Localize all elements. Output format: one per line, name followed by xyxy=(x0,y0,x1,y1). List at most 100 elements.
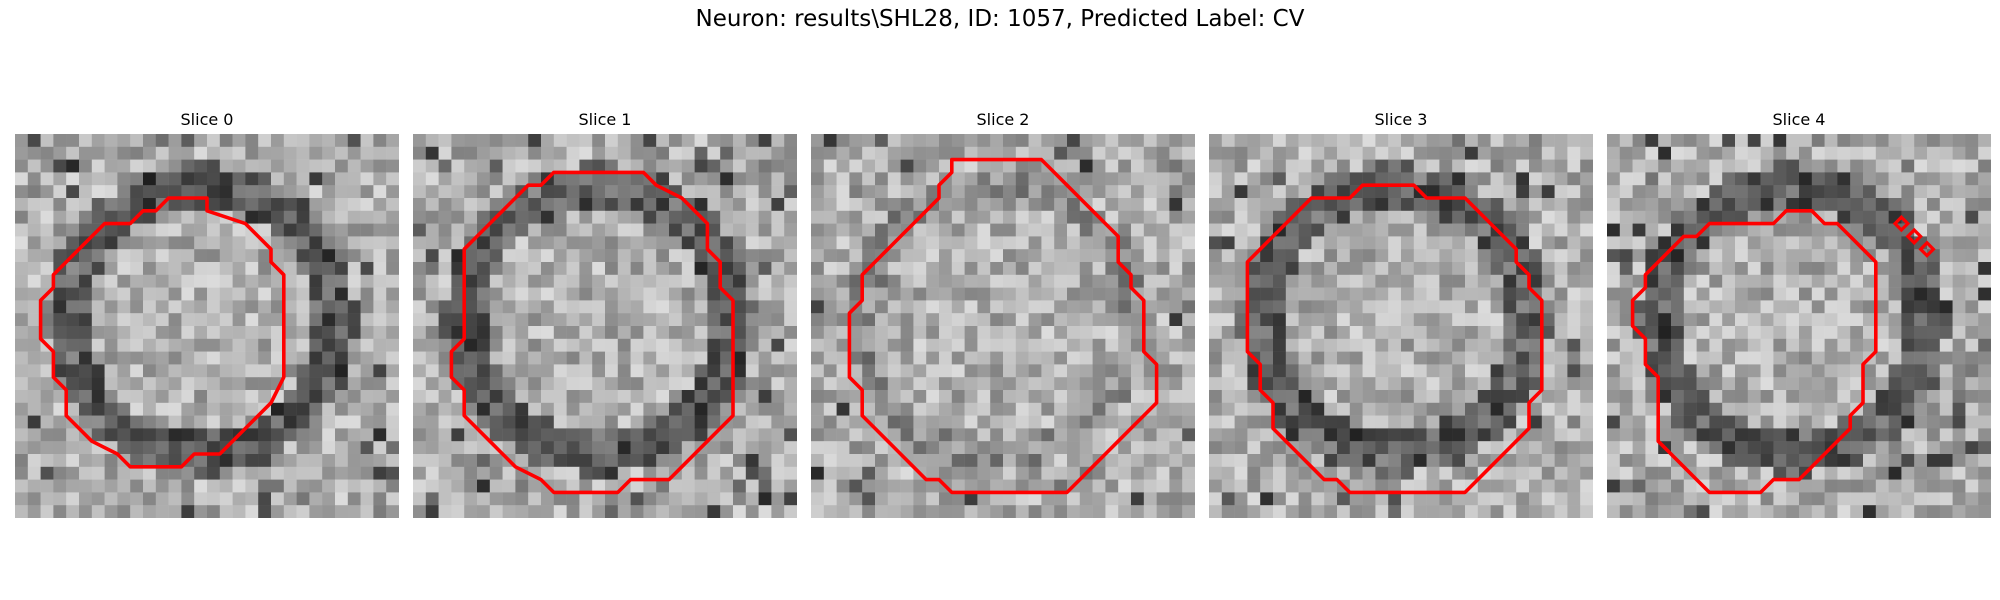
image-pixel xyxy=(1092,364,1106,378)
image-pixel xyxy=(1632,402,1646,416)
image-pixel xyxy=(811,466,825,480)
image-pixel xyxy=(771,466,785,480)
image-pixel xyxy=(758,415,772,429)
image-pixel xyxy=(1452,313,1466,327)
image-pixel xyxy=(862,326,876,340)
image-pixel xyxy=(1863,236,1877,250)
image-pixel xyxy=(1607,172,1621,186)
image-pixel xyxy=(425,505,439,518)
image-pixel xyxy=(1696,287,1710,301)
image-pixel xyxy=(1735,223,1749,237)
image-pixel xyxy=(1118,236,1132,250)
image-pixel xyxy=(1477,479,1491,493)
image-pixel xyxy=(1209,479,1223,493)
image-pixel xyxy=(1131,390,1145,404)
image-pixel xyxy=(1041,326,1055,340)
image-pixel xyxy=(1260,223,1274,237)
image-pixel xyxy=(913,172,927,186)
image-pixel xyxy=(1439,351,1453,365)
image-pixel xyxy=(926,454,940,468)
image-pixel xyxy=(875,287,889,301)
image-pixel xyxy=(1619,390,1633,404)
image-pixel xyxy=(1426,338,1440,352)
image-pixel xyxy=(1529,300,1543,314)
image-pixel xyxy=(694,428,708,442)
image-pixel xyxy=(1273,505,1287,518)
image-pixel xyxy=(117,249,131,263)
image-pixel xyxy=(194,326,208,340)
image-pixel xyxy=(1477,338,1491,352)
image-pixel xyxy=(977,428,991,442)
image-pixel xyxy=(1426,492,1440,506)
image-pixel xyxy=(130,351,144,365)
image-pixel xyxy=(528,313,542,327)
image-pixel xyxy=(245,262,259,276)
image-pixel xyxy=(1747,146,1761,160)
image-pixel xyxy=(386,236,399,250)
image-pixel xyxy=(1619,415,1633,429)
image-pixel xyxy=(1465,492,1479,506)
image-pixel xyxy=(566,274,580,288)
image-pixel xyxy=(720,210,734,224)
image-pixel xyxy=(605,249,619,263)
image-pixel xyxy=(1015,390,1029,404)
image-pixel xyxy=(913,223,927,237)
image-pixel xyxy=(1028,492,1042,506)
image-pixel xyxy=(515,198,529,212)
image-pixel xyxy=(1337,159,1351,173)
image-pixel xyxy=(745,146,759,160)
image-pixel xyxy=(1709,377,1723,391)
image-pixel xyxy=(1978,377,1991,391)
image-pixel xyxy=(1298,415,1312,429)
image-pixel xyxy=(1580,402,1593,416)
image-pixel xyxy=(1927,428,1941,442)
image-pixel xyxy=(1683,364,1697,378)
image-pixel xyxy=(40,390,54,404)
image-pixel xyxy=(1837,454,1851,468)
image-pixel xyxy=(1182,377,1195,391)
image-pixel xyxy=(1118,415,1132,429)
image-pixel xyxy=(566,492,580,506)
image-pixel xyxy=(758,338,772,352)
image-pixel xyxy=(1452,351,1466,365)
image-pixel xyxy=(91,505,105,518)
image-pixel xyxy=(643,505,657,518)
image-pixel xyxy=(53,223,67,237)
image-pixel xyxy=(1079,274,1093,288)
image-pixel xyxy=(1311,172,1325,186)
image-pixel xyxy=(104,249,118,263)
image-pixel xyxy=(1234,441,1248,455)
image-pixel xyxy=(104,492,118,506)
image-pixel xyxy=(707,300,721,314)
image-pixel xyxy=(104,198,118,212)
image-pixel xyxy=(553,428,567,442)
image-pixel xyxy=(1773,223,1787,237)
image-pixel xyxy=(283,198,297,212)
image-pixel xyxy=(502,223,516,237)
image-pixel xyxy=(1927,172,1941,186)
image-pixel xyxy=(1156,274,1170,288)
image-pixel xyxy=(79,313,93,327)
image-pixel xyxy=(502,210,516,224)
image-pixel xyxy=(1965,428,1979,442)
image-pixel xyxy=(1863,377,1877,391)
image-pixel xyxy=(143,479,157,493)
image-pixel xyxy=(951,505,965,518)
image-pixel xyxy=(1658,274,1672,288)
image-pixel xyxy=(1696,236,1710,250)
image-pixel xyxy=(1439,262,1453,276)
image-pixel xyxy=(1426,505,1440,518)
image-pixel xyxy=(335,185,349,199)
image-pixel xyxy=(413,262,427,276)
image-pixel xyxy=(27,134,41,148)
image-pixel xyxy=(1786,262,1800,276)
image-pixel xyxy=(1337,351,1351,365)
image-pixel xyxy=(1143,428,1157,442)
image-pixel xyxy=(630,159,644,173)
image-pixel xyxy=(1221,249,1235,263)
image-pixel xyxy=(823,287,837,301)
image-pixel xyxy=(477,198,491,212)
image-pixel xyxy=(1850,351,1864,365)
image-pixel xyxy=(1799,210,1813,224)
image-pixel xyxy=(1324,313,1338,327)
